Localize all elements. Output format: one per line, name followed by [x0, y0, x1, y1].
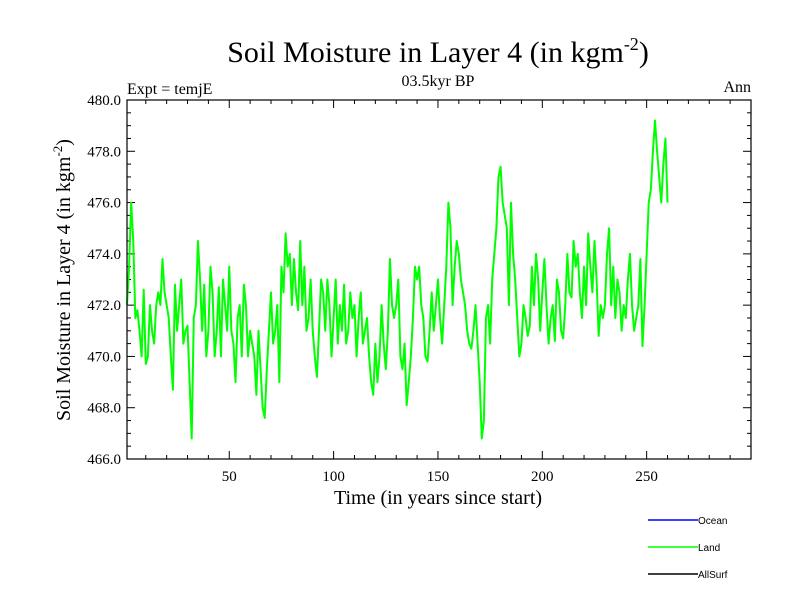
chart-title-close: ) — [639, 36, 649, 69]
y-axis-label-close: ) — [53, 139, 75, 146]
period-label: Ann — [723, 79, 751, 96]
series-line-land — [126, 119, 669, 440]
y-tick-label: 468.0 — [87, 401, 121, 417]
x-tick-label: 50 — [222, 469, 237, 485]
y-axis-label: Soil Moisture in Layer 4 (in kgm-2) — [50, 139, 75, 421]
axis-tick-labels: 50 100 150 200 250 466.0 468.0 470.0 472.0 474.0 4… — [87, 93, 658, 485]
legend-label-ocean: Ocean — [698, 516, 727, 527]
experiment-label: Expt = temjE — [127, 81, 212, 98]
y-tick-label: 466.0 — [87, 452, 121, 468]
chart-title-superscript: -2 — [624, 34, 639, 54]
y-tick-label: 476.0 — [87, 196, 121, 212]
y-tick-label: 478.0 — [87, 144, 121, 160]
chart-title: Soil Moisture in Layer 4 (in kgm-2) — [227, 34, 649, 69]
x-tick-label: 150 — [427, 469, 450, 485]
x-tick-label: 200 — [531, 469, 554, 485]
x-tick-label: 250 — [635, 469, 658, 485]
x-tick-label: 100 — [322, 469, 345, 485]
y-axis-label-superscript: -2 — [50, 146, 65, 157]
y-tick-label: 474.0 — [87, 247, 121, 263]
y-tick-label: 470.0 — [87, 349, 121, 365]
axis-ticks — [127, 99, 751, 460]
legend: Ocean Land AllSurf — [648, 516, 728, 581]
chart-subtitle: 03.5kyr BP — [402, 73, 475, 90]
plot-frame — [126, 99, 752, 460]
x-axis-label: Time (in years since start) — [334, 487, 542, 509]
y-tick-label: 480.0 — [87, 93, 121, 109]
series-group — [126, 119, 669, 440]
legend-label-allsurf: AllSurf — [698, 570, 728, 581]
legend-label-land: Land — [698, 543, 720, 554]
y-tick-label: 472.0 — [87, 298, 121, 314]
